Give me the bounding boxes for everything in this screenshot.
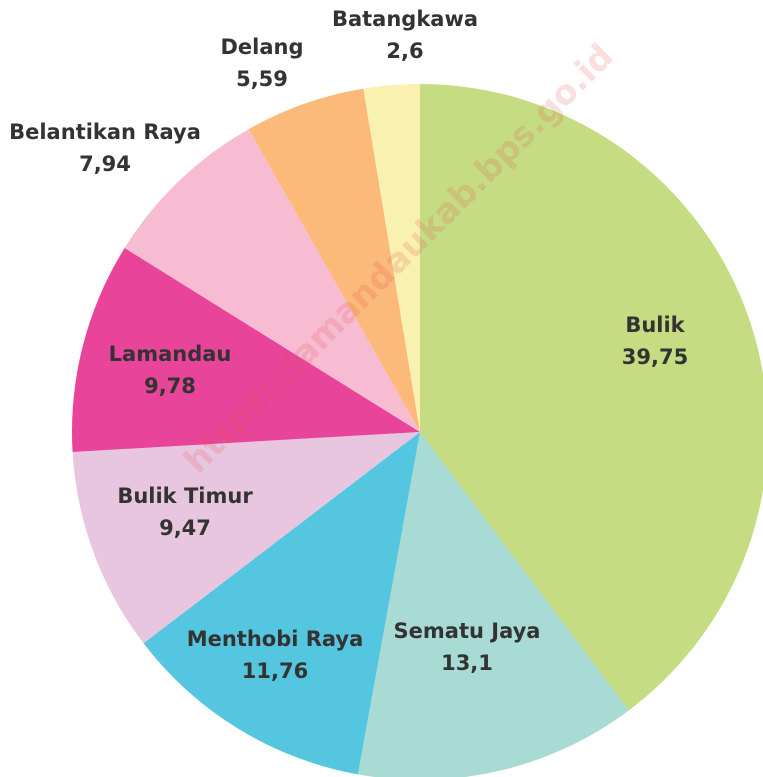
slice-value: 7,94 xyxy=(79,152,131,176)
slice-value: 9,78 xyxy=(144,374,196,398)
slice xyxy=(143,432,421,775)
slice-value: 9,47 xyxy=(159,516,211,540)
slice xyxy=(72,247,420,452)
pie xyxy=(72,84,763,777)
slice-value: 2,6 xyxy=(386,39,423,63)
slice-value: 39,75 xyxy=(622,345,688,369)
slice-name: Belantikan Raya xyxy=(9,120,201,144)
slice-name: Batangkawa xyxy=(332,7,478,31)
slice xyxy=(124,129,420,432)
slice-value: 13,1 xyxy=(441,651,493,675)
slice-name: Bulik xyxy=(625,313,685,337)
slice xyxy=(357,432,629,777)
slice xyxy=(420,84,763,711)
labels: Bulik 39,75 Sematu Jaya 13,1 Menthobi Raya 11… xyxy=(9,7,688,683)
slice-name: Bulik Timur xyxy=(117,484,253,508)
slice xyxy=(72,432,420,644)
slice-value: 5,59 xyxy=(236,67,288,91)
slice-name: Sematu Jaya xyxy=(394,619,541,643)
slice xyxy=(363,84,420,432)
slice-name: Delang xyxy=(220,35,303,59)
slice xyxy=(248,88,420,432)
slice-name: Menthobi Raya xyxy=(187,627,364,651)
slice-name: Lamandau xyxy=(109,342,232,366)
slice-value: 11,76 xyxy=(242,659,308,683)
